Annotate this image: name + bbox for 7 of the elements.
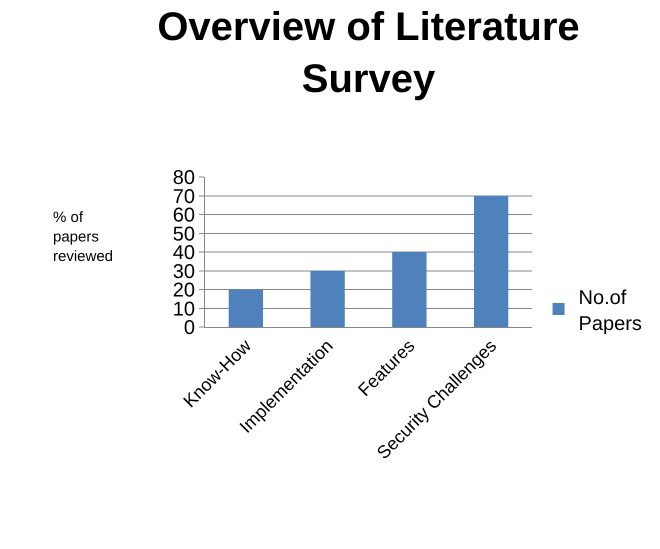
bar <box>392 252 427 327</box>
y-axis-title: % of papers reviewed <box>53 209 114 265</box>
bar <box>310 270 345 327</box>
bar <box>474 196 508 327</box>
bar <box>228 290 264 327</box>
chart-title: Overview of Literature Survey <box>157 5 580 101</box>
legend-label: No.of Papers <box>578 286 642 335</box>
